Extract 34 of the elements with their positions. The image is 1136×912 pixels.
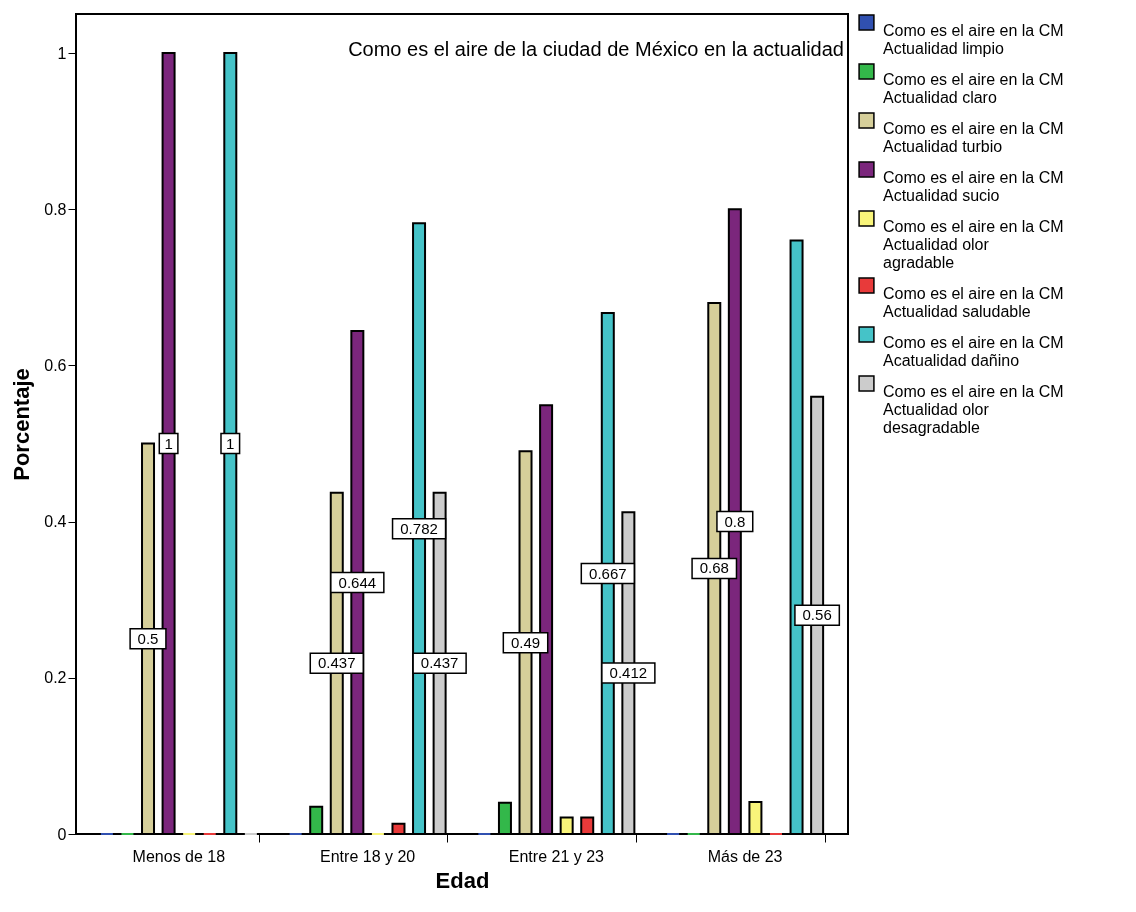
x-tick-label: Entre 18 y 20 xyxy=(320,847,416,865)
data-label: 0.68 xyxy=(699,559,729,577)
data-label: 1 xyxy=(164,434,173,452)
x-tick-label: Entre 21 y 23 xyxy=(508,847,605,865)
y-tick-label: 0.6 xyxy=(44,356,67,374)
y-tick-label: 0.8 xyxy=(44,200,67,218)
legend-label: Como es el aire en la CM Acatualidad dañino xyxy=(883,333,1064,369)
data-label: 0.56 xyxy=(802,606,832,624)
legend-label: Como es el aire en la CM Actualidad turbio xyxy=(883,119,1064,155)
legend-label: Como es el aire en la CM Actualidad limpio xyxy=(883,21,1064,57)
data-label: 0.49 xyxy=(510,633,541,651)
data-label: 0.5 xyxy=(137,629,159,647)
legend-label: Como es el aire en la CM Actualidad sucio xyxy=(883,168,1064,204)
x-tick-label: Menos de 18 xyxy=(132,847,226,865)
x-tick-label: Más de 23 xyxy=(707,847,783,865)
data-label: 0.412 xyxy=(609,664,648,682)
data-label: 0.8 xyxy=(724,512,746,530)
x-axis-title: Edad xyxy=(435,867,490,893)
data-label: 0.437 xyxy=(318,654,356,672)
legend-label: Como es el aire en la CM Actualidad claro xyxy=(883,70,1064,106)
data-label: 0.667 xyxy=(589,564,627,582)
data-label: 0.644 xyxy=(338,573,377,591)
data-label: 0.782 xyxy=(400,519,438,537)
y-tick-label: 1 xyxy=(57,44,67,62)
data-label: 1 xyxy=(226,434,235,452)
legend-label: Como es el aire en la CM Actualidad olor agradable xyxy=(883,217,1064,271)
text: Como es el aire de la ciudad de México en la actualidad xyxy=(348,38,844,60)
data-label: 0.437 xyxy=(420,654,459,672)
legend-label: Como es el aire en la CM Actualidad olor desagradable xyxy=(883,382,1064,436)
legend-label: Como es el aire en la CM Actualidad saludable xyxy=(883,284,1064,320)
y-tick-label: 0 xyxy=(57,825,67,843)
y-axis-title: Porcentaje xyxy=(9,368,35,481)
y-tick-label: 0.2 xyxy=(44,669,67,687)
y-tick-label: 0.4 xyxy=(44,513,67,531)
